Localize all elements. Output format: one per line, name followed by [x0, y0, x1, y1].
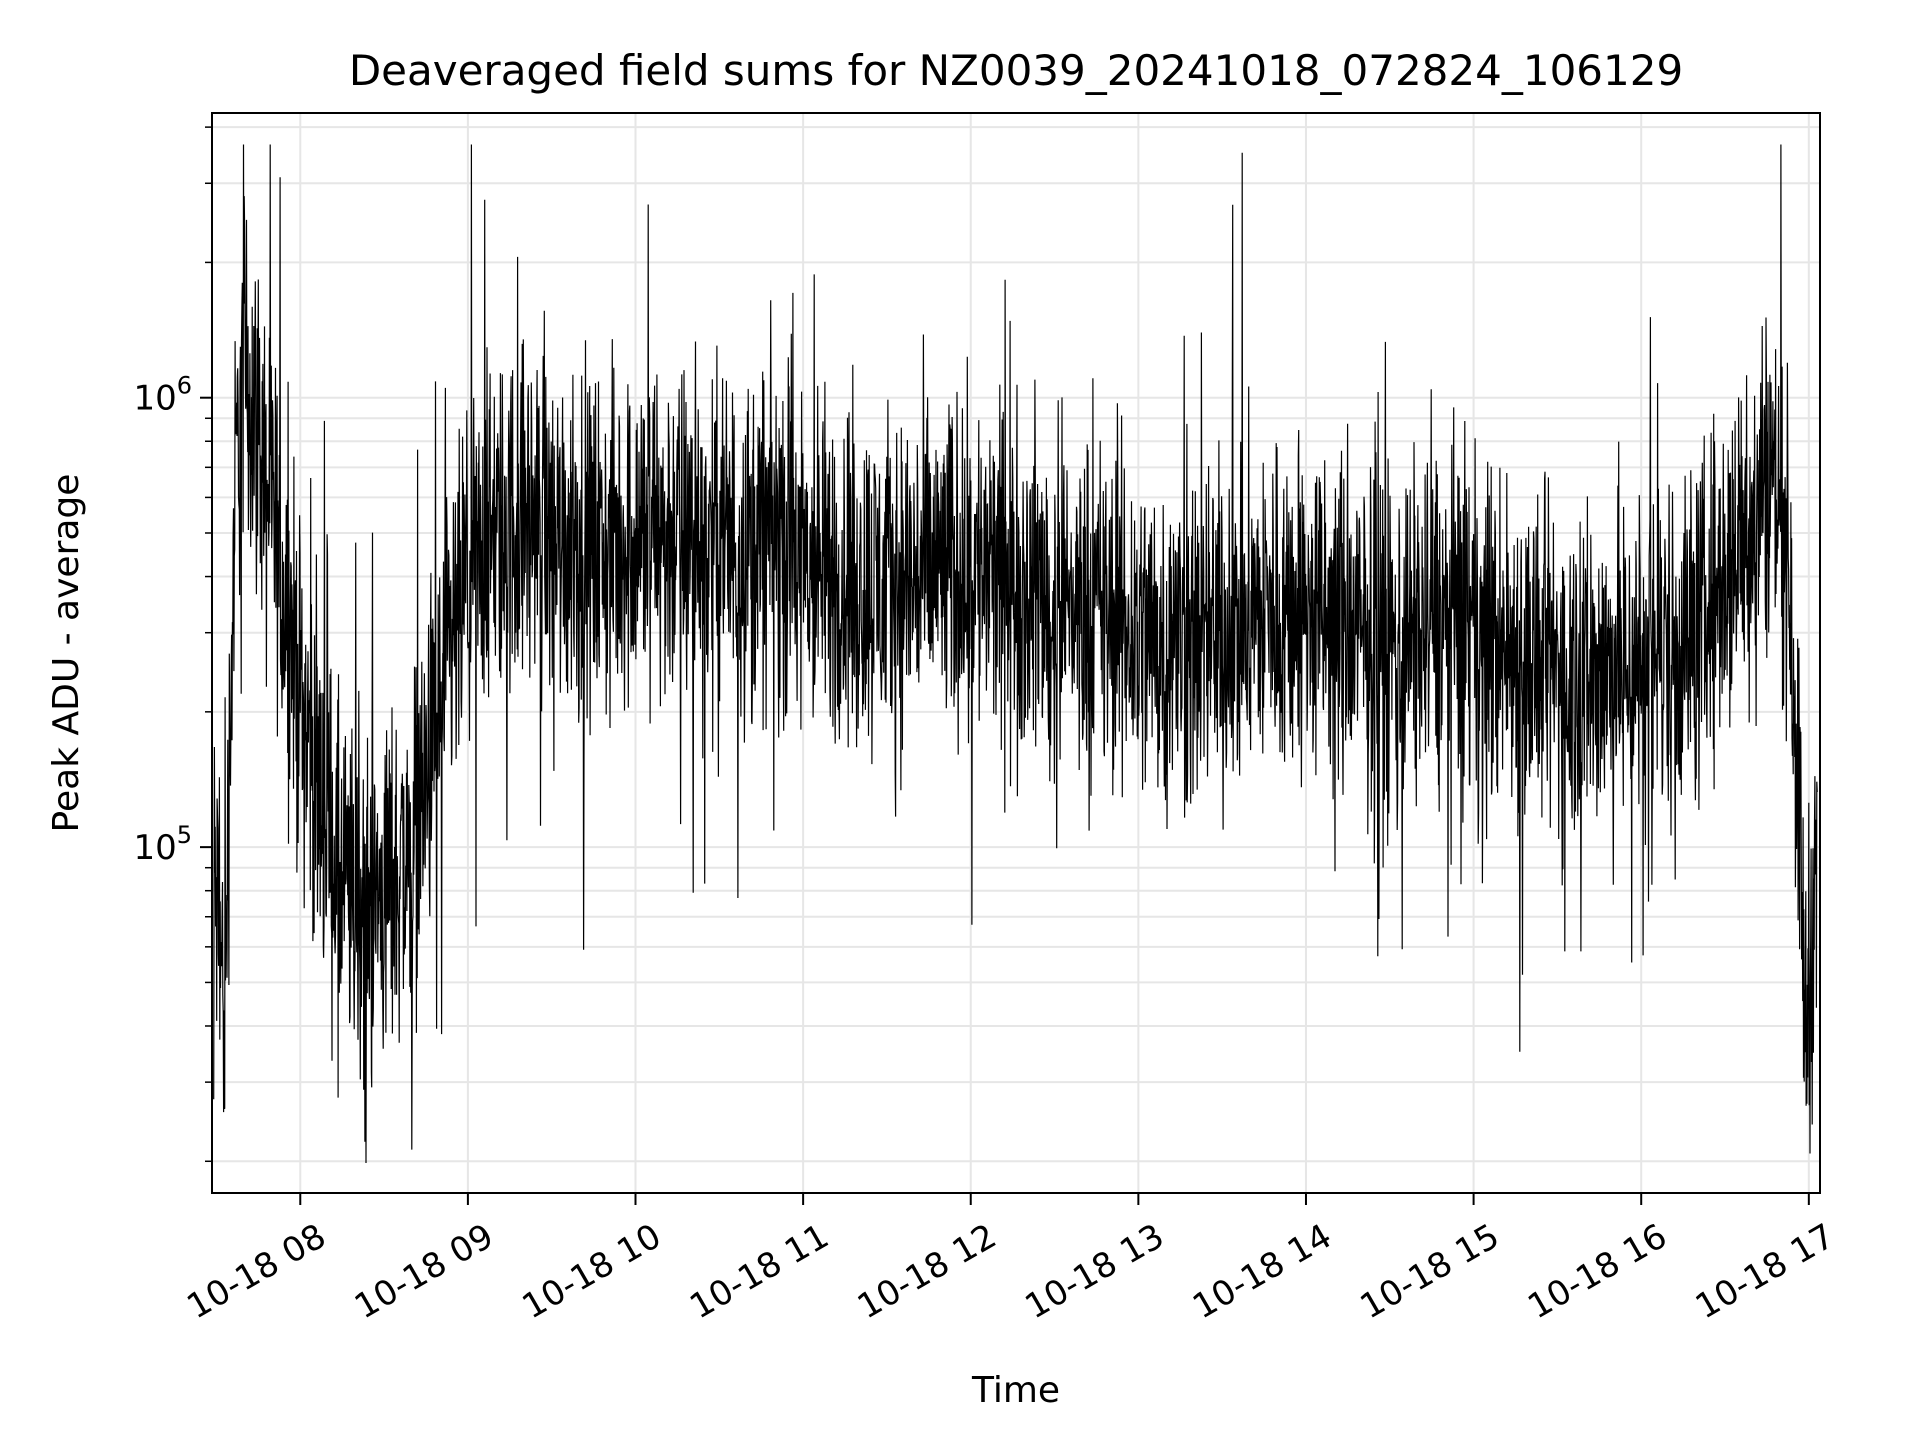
x-tick-label: 10-18 09	[348, 1216, 500, 1327]
y-tick-label: 105	[133, 821, 192, 868]
x-tick-label: 10-18 12	[851, 1216, 1003, 1327]
y-tick-label: 106	[133, 372, 192, 419]
x-axis-label: Time	[971, 1370, 1060, 1411]
series-line	[213, 144, 1818, 1164]
y-axis: 105 106	[133, 126, 212, 1163]
x-tick-label: 10-18 14	[1186, 1216, 1338, 1327]
x-tick-label: 10-18 08	[180, 1216, 332, 1327]
x-tick-label: 10-18 11	[683, 1216, 835, 1327]
x-tick-label: 10-18 10	[516, 1216, 668, 1327]
x-tick-label: 10-18 16	[1521, 1216, 1673, 1327]
y-axis-label: Peak ADU - average	[46, 474, 87, 833]
chart-title: Deaveraged field sums for NZ0039_2024101…	[349, 46, 1683, 95]
x-tick-label: 10-18 17	[1689, 1216, 1841, 1327]
x-axis: 10-18 08 10-18 09 10-18 10 10-18 11 10-18 12…	[180, 1193, 1841, 1327]
series-line-group	[213, 144, 1818, 1164]
plot-frame	[211, 112, 1821, 1194]
x-tick-label: 10-18 13	[1018, 1216, 1170, 1327]
x-tick-label: 10-18 15	[1354, 1216, 1506, 1327]
